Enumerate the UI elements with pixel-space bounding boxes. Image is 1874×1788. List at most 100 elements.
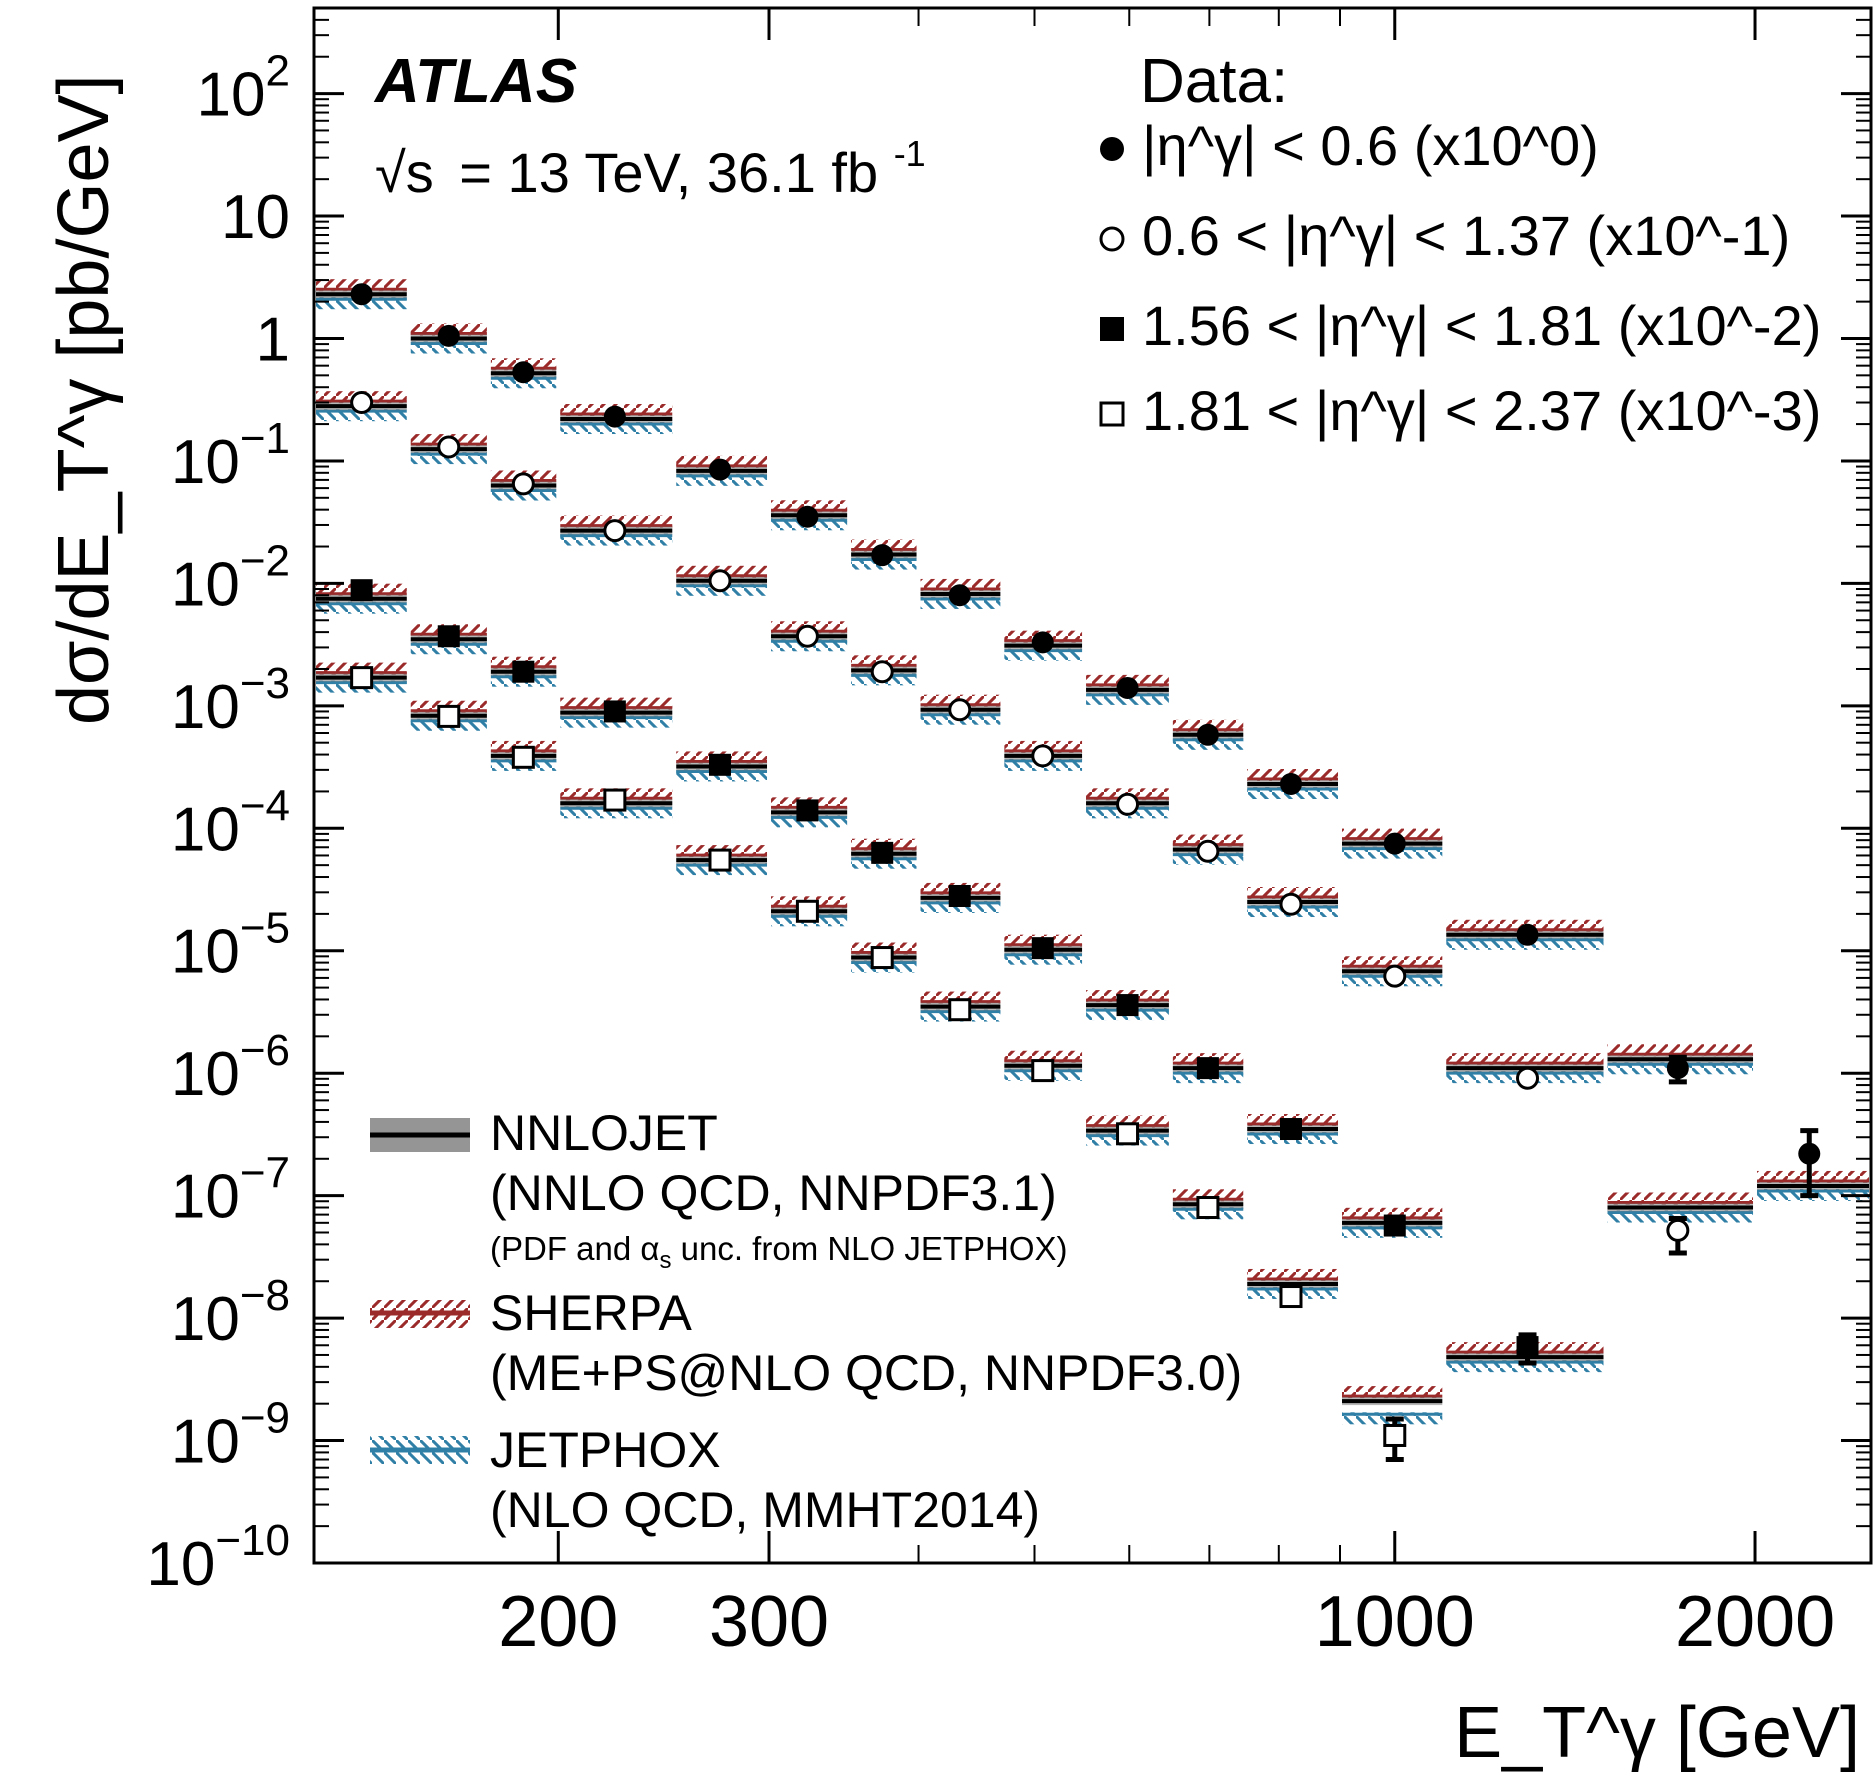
data-point-filled-square	[1031, 937, 1054, 960]
experiment-label: ATLAS	[373, 47, 577, 116]
legend-series-label: 1.56 < |η^γ| < 1.81 (x10^-2)	[1142, 294, 1821, 357]
data-point-filled-circle	[1031, 631, 1054, 654]
data-point-filled-circle	[437, 324, 460, 347]
y-tick-label: 10	[221, 183, 290, 252]
x-tick-label: 300	[709, 1582, 829, 1662]
data-point-open-square	[1383, 1423, 1407, 1447]
data-point-open-square	[708, 848, 732, 872]
data-point-open-circle	[437, 435, 461, 459]
data-point-open-circle	[1196, 839, 1220, 863]
data-point-filled-square	[1516, 1336, 1539, 1359]
data-point-open-square	[350, 666, 374, 690]
y-tick-label: 10−9	[171, 1394, 290, 1477]
y-tick-label: 10−3	[171, 659, 290, 742]
data-point-filled-circle	[708, 458, 731, 481]
data-point-open-circle	[1666, 1218, 1690, 1242]
sqrt-s: √s	[375, 141, 434, 204]
y-tick-label: 10−8	[171, 1271, 290, 1354]
data-point-filled-square	[512, 660, 535, 683]
y-tick-label: 10−7	[171, 1149, 290, 1232]
data-point-filled-circle	[1196, 723, 1219, 746]
data-point-open-circle	[1116, 792, 1140, 816]
legend-nnlojet-desc: (NNLO QCD, NNPDF3.1)	[490, 1165, 1057, 1221]
data-point-filled-circle	[350, 283, 373, 306]
legend-marker-open-circle	[1099, 226, 1125, 252]
data-point-open-square	[1279, 1285, 1303, 1309]
data-point-open-square	[1116, 1122, 1140, 1146]
data-point-open-square	[1031, 1059, 1055, 1083]
data-point-open-circle	[1383, 964, 1407, 988]
legend-data-title: Data:	[1140, 47, 1288, 116]
legend-marker-filled-square	[1100, 317, 1124, 341]
data-point-filled-circle	[1666, 1057, 1689, 1080]
data-point-filled-circle	[603, 405, 626, 428]
data-point-open-circle	[708, 569, 732, 593]
energy-label: √s = 13 TeV, 36.1 fb -1	[375, 133, 926, 204]
data-point-open-circle	[948, 698, 972, 722]
data-point-open-square	[1196, 1196, 1220, 1220]
y-tick-label: 10−4	[171, 781, 290, 864]
data-point-open-circle	[870, 660, 894, 684]
data-point-open-circle	[350, 391, 374, 415]
y-axis-title: dσ/dE_T^γ [pb/GeV]	[44, 74, 124, 725]
legend-jetphox-desc: (NLO QCD, MMHT2014)	[490, 1482, 1040, 1538]
plot-frame	[312, 6, 1873, 1565]
data-point-filled-circle	[512, 361, 535, 384]
data-point-filled-square	[948, 884, 971, 907]
legend-series-label: |η^γ| < 0.6 (x10^0)	[1142, 114, 1599, 177]
data-point-filled-square	[871, 841, 894, 864]
data-point-open-square	[870, 946, 894, 970]
y-tick-label: 10−2	[171, 536, 290, 619]
data-point-open-square	[795, 899, 819, 923]
data-point-open-circle	[603, 519, 627, 543]
data-point-filled-square	[1196, 1057, 1219, 1080]
y-tick-label: 1	[256, 305, 290, 374]
data-point-filled-square	[437, 625, 460, 648]
x-tick-label: 1000	[1315, 1582, 1475, 1662]
text-layer: ATLAS √s = 13 TeV, 36.1 fb -1 Data: 200 3…	[44, 47, 1860, 1773]
data-point-open-circle	[1279, 892, 1303, 916]
data-point-open-circle	[1516, 1066, 1540, 1090]
legend-series-label: 0.6 < |η^γ| < 1.37 (x10^-1)	[1142, 204, 1790, 267]
legend-sherpa-desc: (ME+PS@NLO QCD, NNPDF3.0)	[490, 1345, 1242, 1401]
x-tick-label: 200	[498, 1582, 618, 1662]
x-axis-title: E_T^γ [GeV]	[1454, 1693, 1860, 1773]
data-point-filled-circle	[1383, 832, 1406, 855]
energy-sup: -1	[894, 133, 926, 174]
data-point-open-square	[603, 788, 627, 812]
data-point-open-circle	[1031, 744, 1055, 768]
data-point-filled-circle	[796, 505, 819, 528]
data-point-open-square	[948, 998, 972, 1022]
data-point-open-circle	[511, 472, 535, 496]
y-tick-label: 10−5	[171, 904, 290, 987]
data-point-filled-circle	[871, 544, 894, 567]
legend-marker-filled-circle	[1100, 137, 1124, 161]
data-point-open-square	[437, 704, 461, 728]
data-point-filled-circle	[1798, 1142, 1821, 1165]
data-point-filled-square	[350, 579, 373, 602]
legend-sherpa-name: SHERPA	[490, 1285, 693, 1341]
legend-marker-open-square	[1099, 401, 1125, 427]
legend-nnlojet-name: NNLOJET	[490, 1105, 718, 1161]
x-tick-label: 2000	[1675, 1582, 1835, 1662]
data-point-filled-square	[708, 753, 731, 776]
data-point-filled-square	[1383, 1214, 1406, 1237]
y-tick-label: 102	[197, 47, 290, 130]
data-point-filled-circle	[1116, 676, 1139, 699]
axis-layer	[312, 6, 1873, 1565]
legend-nnlojet-note: (PDF and αs unc. from NLO JETPHOX)	[490, 1230, 1068, 1274]
data-point-filled-square	[1279, 1118, 1302, 1141]
legend-series-label: 1.81 < |η^γ| < 2.37 (x10^-3)	[1142, 379, 1821, 442]
data-point-filled-circle	[948, 584, 971, 607]
data-point-filled-circle	[1279, 773, 1302, 796]
data-point-open-square	[511, 745, 535, 769]
y-tick-label: 10−1	[171, 414, 290, 497]
y-tick-label: 10−6	[171, 1026, 290, 1109]
legend-jetphox-name: JETPHOX	[490, 1422, 721, 1478]
data-marker-layer	[350, 283, 1821, 1463]
energy-text: = 13 TeV, 36.1 fb	[459, 141, 878, 204]
data-point-filled-square	[796, 799, 819, 822]
data-point-filled-square	[1116, 994, 1139, 1017]
data-point-filled-circle	[1516, 923, 1539, 946]
